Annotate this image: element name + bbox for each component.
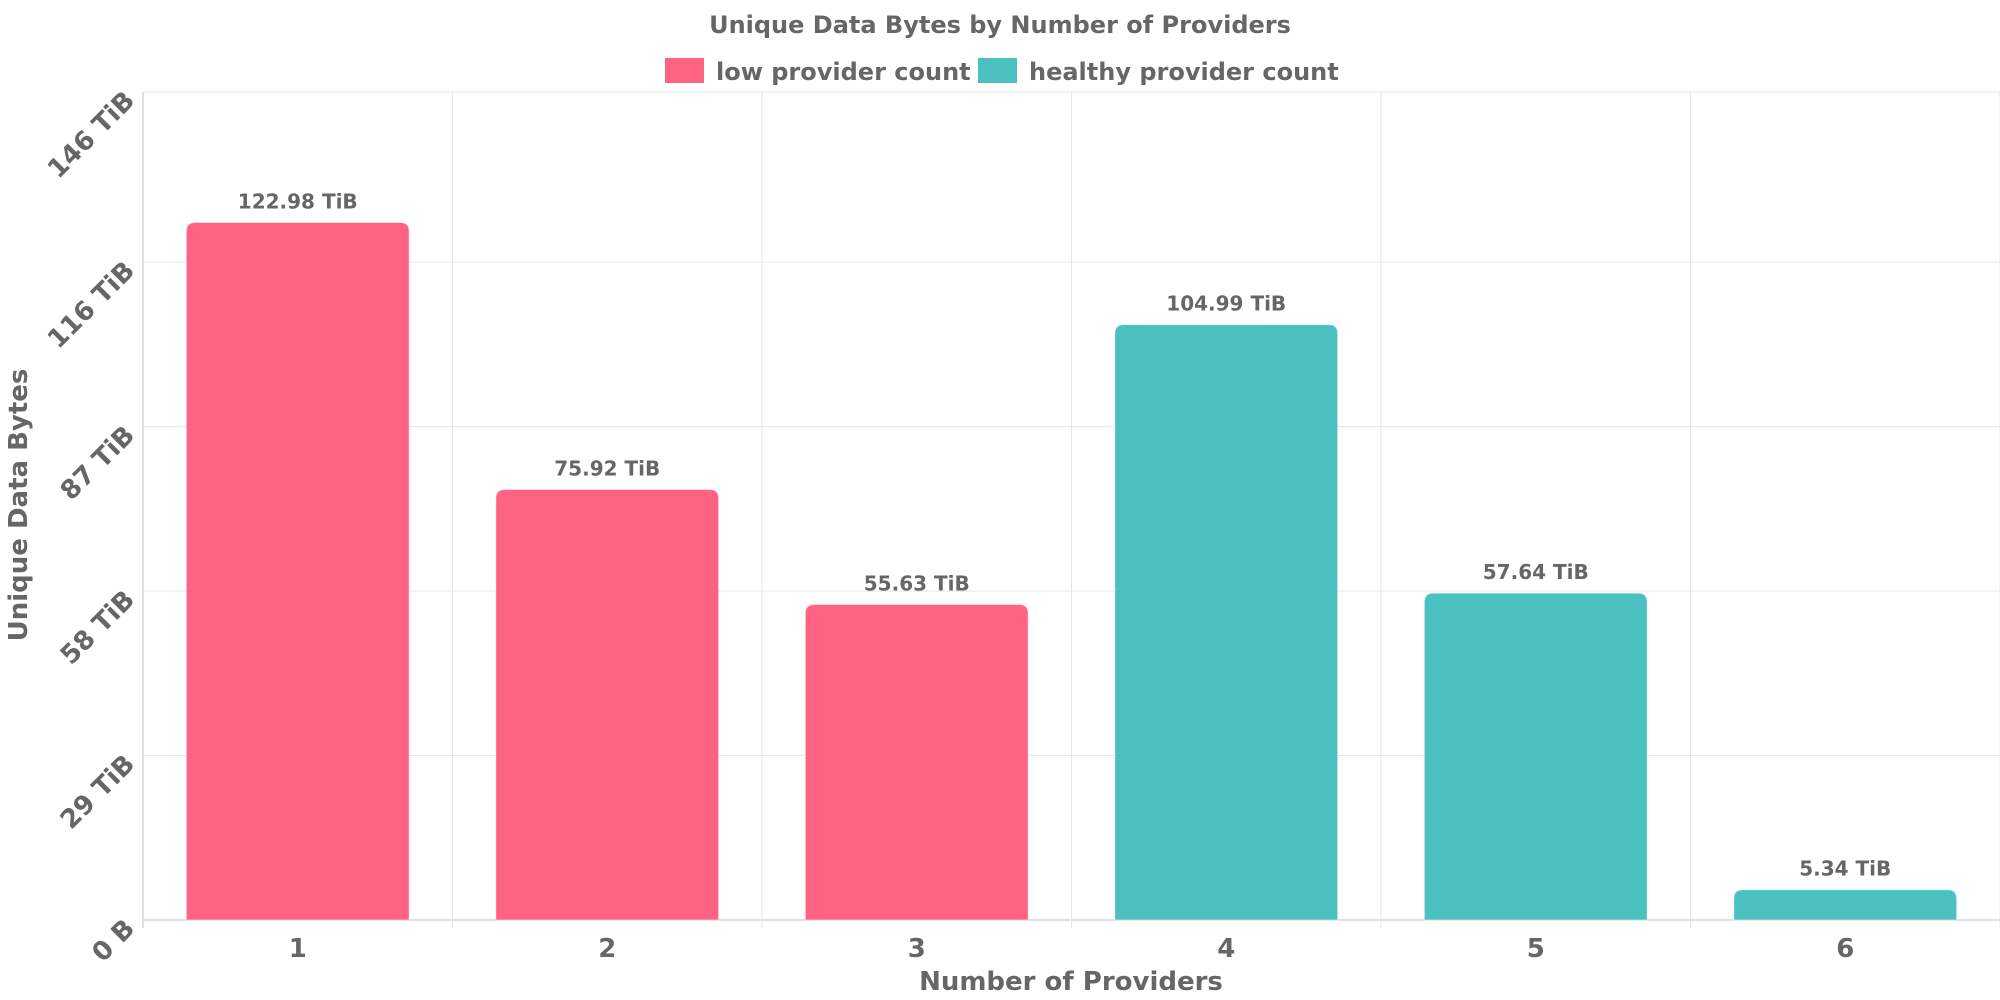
gridlines: [142, 91, 2000, 928]
bar-3[interactable]: [804, 604, 1029, 921]
x-tick-label-4: 4: [1217, 934, 1235, 964]
bars: [185, 222, 1958, 921]
bar-1[interactable]: [185, 222, 410, 921]
legend-item-healthy[interactable]: healthy provider count: [978, 58, 1339, 86]
x-tick-label-6: 6: [1836, 934, 1854, 964]
data-labels: 122.98 TiB 75.92 TiB 55.63 TiB 104.99 TiB 57…: [238, 190, 1891, 881]
data-label-3: 55.63 TiB: [864, 572, 970, 596]
y-tick-label: 116 TiB: [42, 256, 141, 355]
y-tick-label: 87 TiB: [55, 420, 141, 506]
legend-label-low: low provider count: [716, 58, 971, 86]
y-axis-title: Unique Data Bytes: [4, 369, 34, 642]
bar-5[interactable]: [1423, 592, 1648, 921]
bar-4[interactable]: [1114, 324, 1339, 921]
legend-swatch-low: [665, 58, 704, 83]
legend-swatch-healthy: [978, 58, 1017, 83]
legend-label-healthy: healthy provider count: [1029, 58, 1339, 86]
y-tick-label: 146 TiB: [42, 86, 141, 185]
data-label-4: 104.99 TiB: [1166, 292, 1286, 316]
legend: low provider count healthy provider coun…: [665, 58, 1339, 86]
y-axis-ticks: 0 B 29 TiB 58 TiB 87 TiB 116 TiB 146 TiB: [42, 86, 141, 968]
data-label-6: 5.34 TiB: [1799, 857, 1891, 881]
x-tick-label-1: 1: [289, 934, 307, 964]
x-axis-title: Number of Providers: [919, 967, 1223, 997]
bar-6[interactable]: [1733, 889, 1958, 921]
data-label-5: 57.64 TiB: [1483, 560, 1589, 584]
x-tick-label-3: 3: [908, 934, 926, 964]
bar-2[interactable]: [495, 488, 720, 921]
data-label-1: 122.98 TiB: [238, 190, 358, 214]
y-tick-label: 0 B: [87, 914, 141, 968]
chart-title: Unique Data Bytes by Number of Providers: [709, 11, 1291, 39]
y-tick-label: 58 TiB: [55, 585, 141, 671]
x-axis-ticks: 1 2 3 4 5 6: [289, 934, 1855, 964]
x-tick-label-5: 5: [1527, 934, 1545, 964]
legend-item-low[interactable]: low provider count: [665, 58, 971, 86]
x-tick-label-2: 2: [598, 934, 616, 964]
y-tick-label: 29 TiB: [55, 749, 141, 835]
data-label-2: 75.92 TiB: [554, 456, 660, 480]
